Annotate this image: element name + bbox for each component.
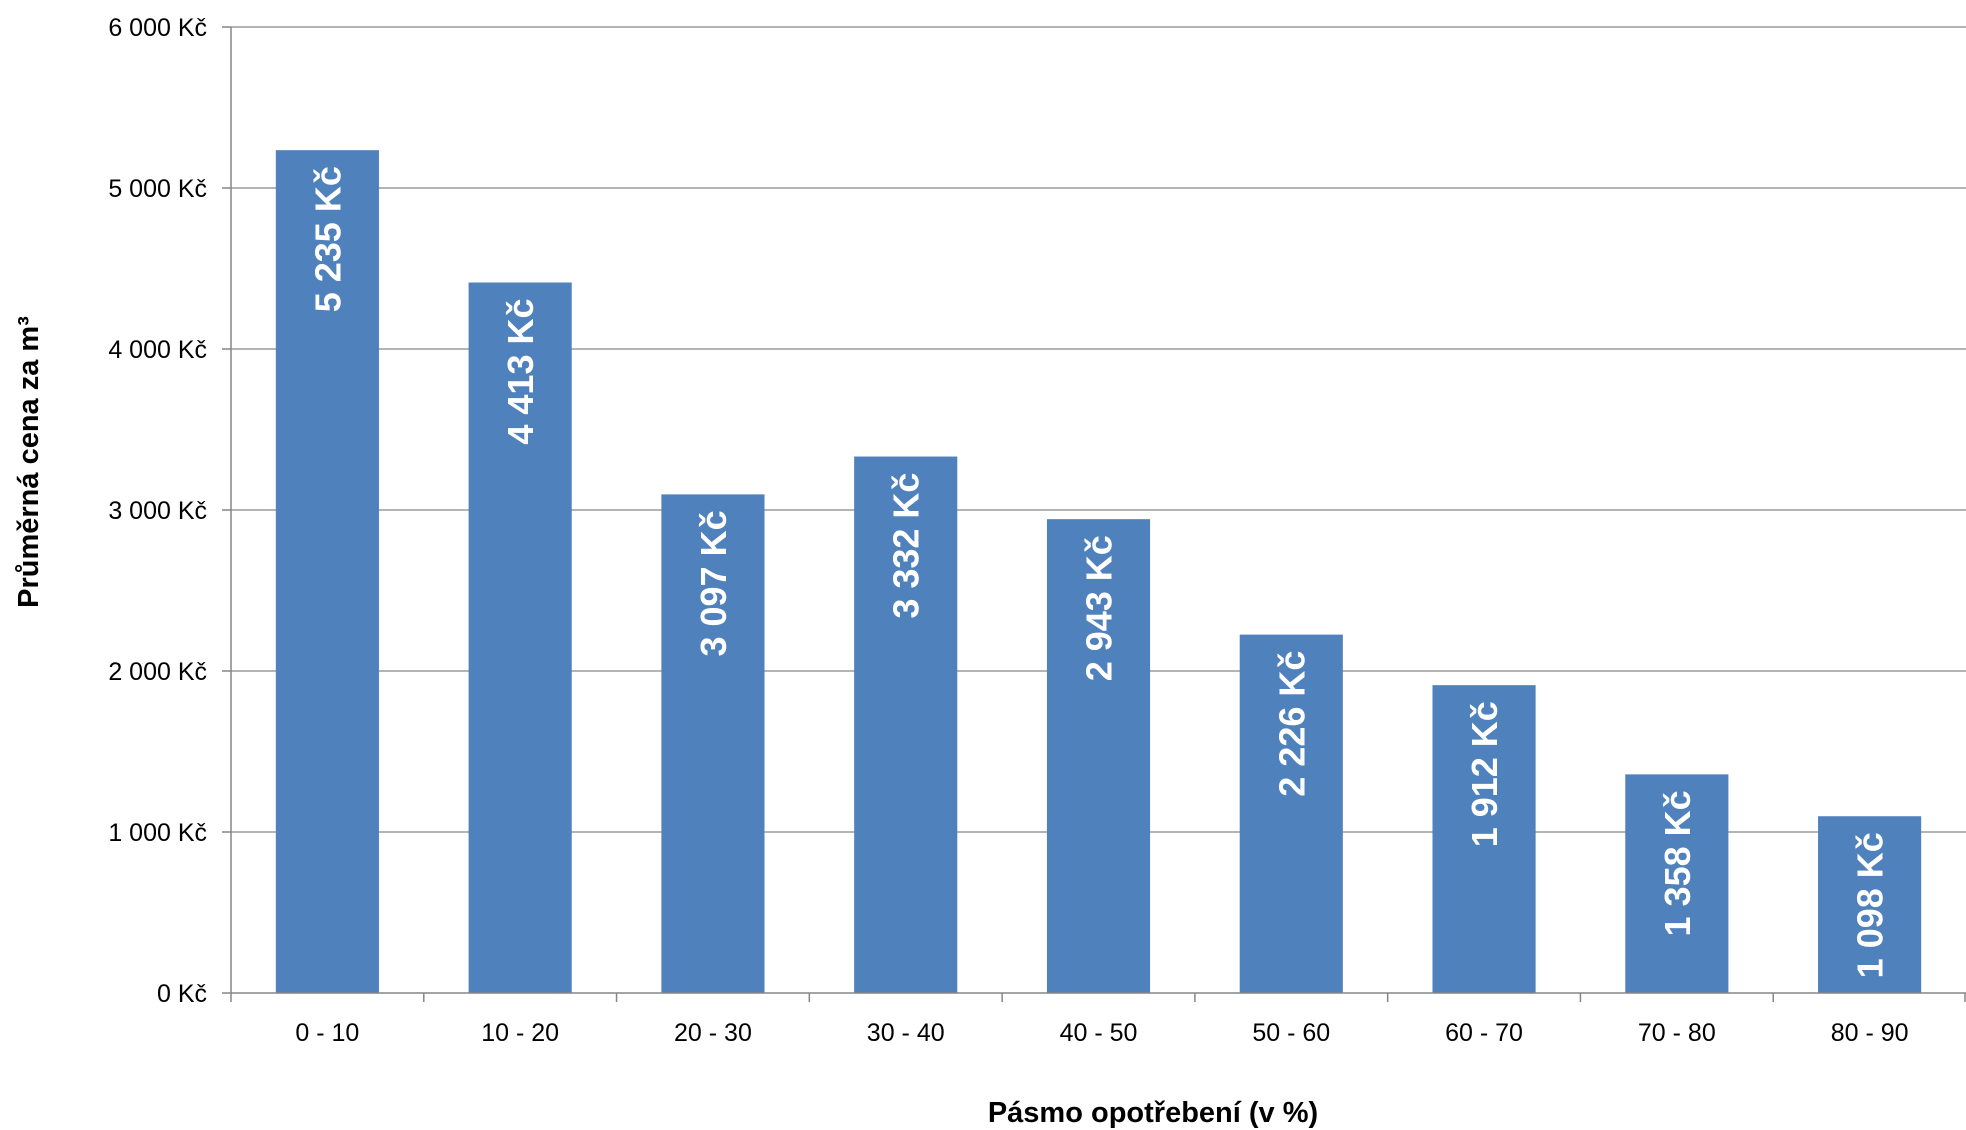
y-tick-label: 6 000 Kč <box>108 14 207 42</box>
x-tick-label: 70 - 80 <box>1638 1019 1716 1047</box>
x-tick-label: 0 - 10 <box>295 1019 359 1047</box>
bar <box>468 282 572 994</box>
axes <box>222 26 1966 1002</box>
bars <box>275 150 1922 994</box>
y-axis-title: Průměrná cena za m³ <box>13 316 45 608</box>
x-tick-label: 40 - 50 <box>1060 1019 1138 1047</box>
bar-value-label: 2 226 Kč <box>1271 651 1312 797</box>
x-tick-label: 80 - 90 <box>1831 1019 1909 1047</box>
x-tick-label: 50 - 60 <box>1252 1019 1330 1047</box>
y-tick-label: 0 Kč <box>157 980 207 1008</box>
y-tick-label: 2 000 Kč <box>108 658 207 686</box>
bar-value-labels: 5 235 Kč 4 413 Kč 3 097 Kč 3 332 Kč 2 943 Kč… <box>307 166 1890 978</box>
x-axis-title: Pásmo opotřebení (v %) <box>988 1097 1318 1129</box>
bar <box>854 456 958 994</box>
bar-value-label: 4 413 Kč <box>500 299 541 445</box>
bar-value-label: 5 235 Kč <box>307 166 348 312</box>
x-tick-label: 10 - 20 <box>481 1019 559 1047</box>
bar <box>1818 816 1922 993</box>
bar <box>1432 685 1536 993</box>
bar <box>1625 774 1729 993</box>
bar <box>275 150 379 994</box>
bar-value-label: 3 332 Kč <box>886 473 927 619</box>
y-tick-label: 5 000 Kč <box>108 175 207 203</box>
y-tick-label: 3 000 Kč <box>108 497 207 525</box>
bar-value-label: 1 098 Kč <box>1850 832 1891 978</box>
x-tick-labels: 0 - 10 10 - 20 20 - 30 30 - 40 40 - 50 50 - 6… <box>295 1019 1908 1047</box>
bar-value-label: 2 943 Kč <box>1079 535 1120 681</box>
y-tick-label: 4 000 Kč <box>108 336 207 364</box>
bar-value-label: 1 912 Kč <box>1464 701 1505 847</box>
bar-value-label: 1 358 Kč <box>1657 790 1698 936</box>
bar <box>1046 519 1151 993</box>
y-tick-labels: 0 Kč 1 000 Kč 2 000 Kč 3 000 Kč 4 000 Kč 5 00… <box>108 14 207 1008</box>
x-tick-label: 20 - 30 <box>674 1019 752 1047</box>
bar <box>1239 634 1343 993</box>
x-tick-label: 30 - 40 <box>867 1019 945 1047</box>
bar <box>661 494 765 993</box>
y-tick-label: 1 000 Kč <box>108 819 207 847</box>
bar-value-label: 3 097 Kč <box>693 510 734 656</box>
x-tick-label: 60 - 70 <box>1445 1019 1523 1047</box>
